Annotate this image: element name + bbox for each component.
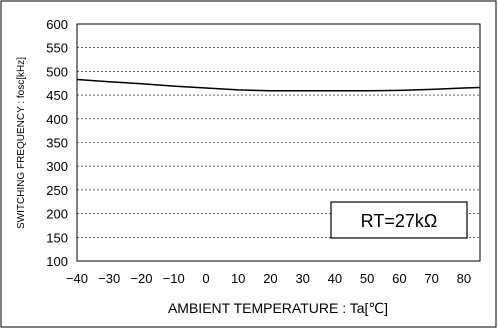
y-tick-label: 300 xyxy=(46,159,68,174)
x-tick-label: −10 xyxy=(163,271,185,286)
y-tick-label: 250 xyxy=(46,183,68,198)
y-tick-label: 400 xyxy=(46,112,68,127)
x-tick-label: 30 xyxy=(295,271,309,286)
x-tick-label: 80 xyxy=(457,271,471,286)
x-tick-label: 0 xyxy=(202,271,209,286)
y-axis-label: SWITCHING FREQUENCY : fosc[kHz] xyxy=(16,57,27,229)
y-tick-label: 550 xyxy=(46,41,68,56)
x-tick-label: 50 xyxy=(360,271,374,286)
x-tick-label: −40 xyxy=(66,271,88,286)
annotation-text: RT=27kΩ xyxy=(361,211,438,231)
y-tick-label: 200 xyxy=(46,207,68,222)
x-tick-label: 70 xyxy=(424,271,438,286)
x-tick-label: 20 xyxy=(263,271,277,286)
y-tick-label: 150 xyxy=(46,230,68,245)
x-tick-label: 60 xyxy=(392,271,406,286)
y-tick-labels: 100 150 200 250 300 350 400 450 500 550 600 xyxy=(46,17,68,269)
x-tick-label: 40 xyxy=(328,271,342,286)
x-tick-label: −20 xyxy=(130,271,152,286)
x-tick-label: −30 xyxy=(98,271,120,286)
y-tick-label: 350 xyxy=(46,136,68,151)
y-tick-label: 500 xyxy=(46,64,68,79)
x-axis-label: AMBIENT TEMPERATURE : Ta[℃] xyxy=(168,300,388,316)
y-tick-label: 450 xyxy=(46,88,68,103)
y-tick-label: 100 xyxy=(46,254,68,269)
y-tick-label: 600 xyxy=(46,17,68,32)
x-tick-label: 10 xyxy=(231,271,245,286)
